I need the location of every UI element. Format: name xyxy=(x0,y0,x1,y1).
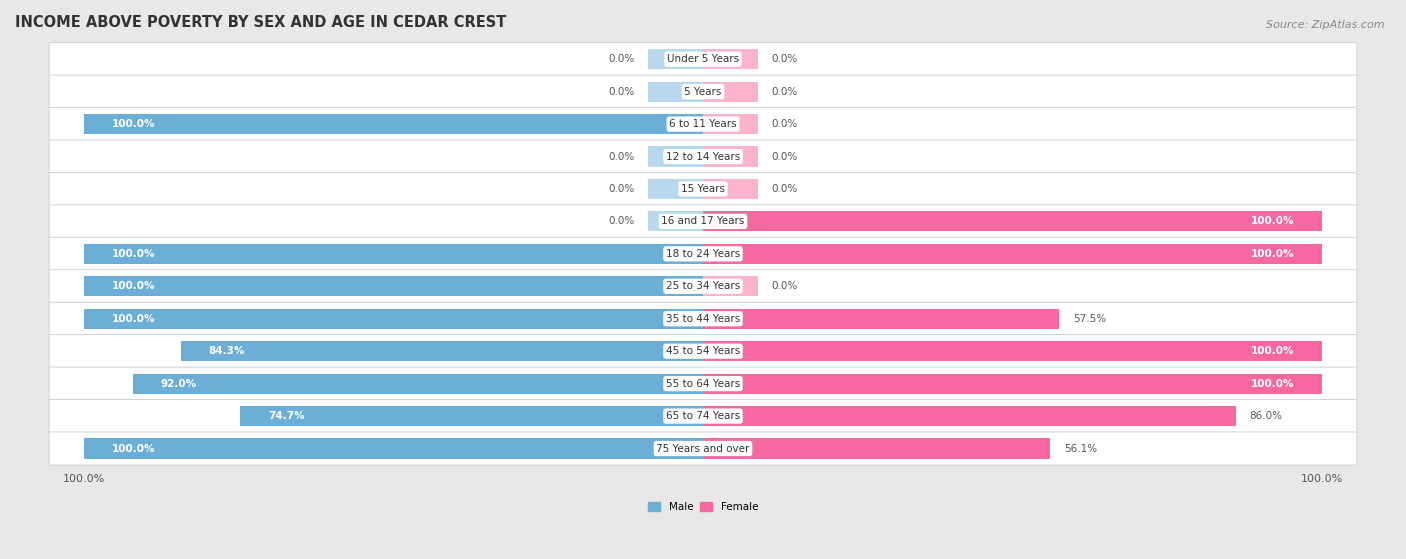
Text: 100.0%: 100.0% xyxy=(1251,346,1295,356)
Text: 74.7%: 74.7% xyxy=(269,411,305,421)
Bar xyxy=(648,211,703,231)
Bar xyxy=(84,438,703,458)
Text: 12 to 14 Years: 12 to 14 Years xyxy=(666,151,740,162)
Text: INCOME ABOVE POVERTY BY SEX AND AGE IN CEDAR CREST: INCOME ABOVE POVERTY BY SEX AND AGE IN C… xyxy=(15,15,506,30)
Text: 15 Years: 15 Years xyxy=(681,184,725,194)
Bar xyxy=(240,406,703,426)
Text: 100.0%: 100.0% xyxy=(111,281,155,291)
Text: 0.0%: 0.0% xyxy=(607,87,634,97)
Text: 0.0%: 0.0% xyxy=(607,54,634,64)
Text: 0.0%: 0.0% xyxy=(772,281,799,291)
Text: 56.1%: 56.1% xyxy=(1064,443,1097,453)
Bar xyxy=(648,82,703,102)
Bar xyxy=(703,276,758,296)
Bar xyxy=(703,49,758,69)
FancyBboxPatch shape xyxy=(49,42,1357,76)
Text: 0.0%: 0.0% xyxy=(772,151,799,162)
FancyBboxPatch shape xyxy=(49,270,1357,303)
Text: Source: ZipAtlas.com: Source: ZipAtlas.com xyxy=(1267,20,1385,30)
FancyBboxPatch shape xyxy=(49,205,1357,238)
FancyBboxPatch shape xyxy=(49,172,1357,206)
Bar xyxy=(648,179,703,199)
Text: 86.0%: 86.0% xyxy=(1250,411,1282,421)
Bar xyxy=(703,438,1050,458)
FancyBboxPatch shape xyxy=(49,238,1357,271)
Text: 0.0%: 0.0% xyxy=(607,184,634,194)
FancyBboxPatch shape xyxy=(49,140,1357,173)
FancyBboxPatch shape xyxy=(49,335,1357,368)
Text: 0.0%: 0.0% xyxy=(772,119,799,129)
FancyBboxPatch shape xyxy=(49,432,1357,465)
Bar xyxy=(703,211,1322,231)
Text: 18 to 24 Years: 18 to 24 Years xyxy=(666,249,740,259)
Text: 100.0%: 100.0% xyxy=(111,249,155,259)
Bar xyxy=(134,373,703,394)
Bar xyxy=(703,179,758,199)
Text: 35 to 44 Years: 35 to 44 Years xyxy=(666,314,740,324)
Bar xyxy=(648,146,703,167)
Text: 0.0%: 0.0% xyxy=(607,216,634,226)
Bar xyxy=(84,276,703,296)
Bar xyxy=(181,341,703,361)
Bar xyxy=(703,244,1322,264)
Bar xyxy=(703,373,1322,394)
Text: 65 to 74 Years: 65 to 74 Years xyxy=(666,411,740,421)
Text: 84.3%: 84.3% xyxy=(208,346,245,356)
Text: 100.0%: 100.0% xyxy=(111,443,155,453)
Bar xyxy=(703,309,1059,329)
Text: 100.0%: 100.0% xyxy=(1251,378,1295,389)
Bar xyxy=(703,146,758,167)
Bar xyxy=(648,49,703,69)
Text: 5 Years: 5 Years xyxy=(685,87,721,97)
Bar xyxy=(84,244,703,264)
Text: Under 5 Years: Under 5 Years xyxy=(666,54,740,64)
Bar xyxy=(703,406,1236,426)
Bar xyxy=(703,341,1322,361)
Text: 55 to 64 Years: 55 to 64 Years xyxy=(666,378,740,389)
Text: 100.0%: 100.0% xyxy=(111,314,155,324)
Legend: Male, Female: Male, Female xyxy=(644,498,762,516)
Text: 25 to 34 Years: 25 to 34 Years xyxy=(666,281,740,291)
Text: 100.0%: 100.0% xyxy=(111,119,155,129)
Text: 57.5%: 57.5% xyxy=(1073,314,1107,324)
Text: 100.0%: 100.0% xyxy=(1251,216,1295,226)
Bar xyxy=(84,114,703,134)
Text: 0.0%: 0.0% xyxy=(772,54,799,64)
Bar xyxy=(84,309,703,329)
FancyBboxPatch shape xyxy=(49,302,1357,335)
FancyBboxPatch shape xyxy=(49,75,1357,108)
FancyBboxPatch shape xyxy=(49,107,1357,141)
Text: 0.0%: 0.0% xyxy=(772,184,799,194)
Bar xyxy=(703,82,758,102)
Text: 92.0%: 92.0% xyxy=(160,378,197,389)
FancyBboxPatch shape xyxy=(49,367,1357,400)
Text: 100.0%: 100.0% xyxy=(1251,249,1295,259)
Text: 0.0%: 0.0% xyxy=(772,87,799,97)
Text: 0.0%: 0.0% xyxy=(607,151,634,162)
Text: 75 Years and over: 75 Years and over xyxy=(657,443,749,453)
Text: 6 to 11 Years: 6 to 11 Years xyxy=(669,119,737,129)
Text: 45 to 54 Years: 45 to 54 Years xyxy=(666,346,740,356)
Bar xyxy=(703,114,758,134)
Text: 16 and 17 Years: 16 and 17 Years xyxy=(661,216,745,226)
FancyBboxPatch shape xyxy=(49,400,1357,433)
